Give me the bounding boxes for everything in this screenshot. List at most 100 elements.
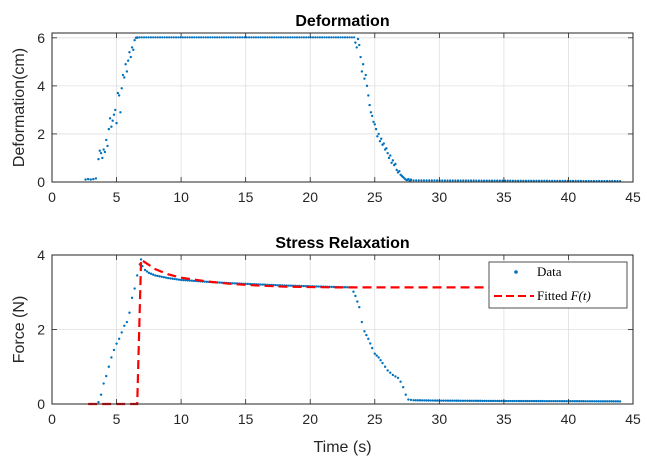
deformation-data-point [84, 178, 87, 181]
deformation-data-point [556, 179, 559, 182]
deformation-xtick-label: 0 [48, 189, 56, 205]
deformation-data-point [327, 36, 331, 39]
stress-data-point [474, 399, 478, 403]
stress-data-point [289, 284, 293, 287]
deformation-data-point [385, 147, 388, 150]
stress-data-point [554, 399, 557, 403]
legend: Data Fitted F(t) [488, 261, 628, 309]
stress-data-point [614, 400, 617, 403]
stress-data-point [425, 399, 428, 402]
stress-data-point [509, 399, 512, 403]
deformation-data-point [356, 37, 360, 41]
stress-data-point [612, 400, 615, 403]
deformation-data-point [177, 36, 180, 39]
stress-data-point [156, 274, 159, 278]
deformation-data-point [330, 36, 333, 39]
stress-data-point [147, 271, 151, 275]
legend-data-label: Data [537, 264, 562, 279]
deformation-data-point [97, 157, 100, 161]
stress-data-point [358, 305, 361, 309]
deformation-data-point [195, 36, 198, 39]
stress-data-point [522, 399, 525, 403]
stress-data-point [562, 399, 566, 403]
deformation-data-point [236, 36, 239, 39]
stress-data-point [120, 331, 123, 334]
deformation-data-point [527, 179, 530, 182]
deformation-data-point [302, 36, 305, 39]
stress-data-point [601, 400, 605, 403]
stress-data-point [315, 285, 318, 288]
deformation-data-point [245, 36, 248, 39]
stress-data-point [552, 399, 555, 403]
stress-data-point [444, 399, 447, 402]
stress-data-point [102, 382, 105, 385]
deformation-data-point [99, 151, 103, 155]
deformation-data-point [163, 36, 166, 39]
deformation-data-point [241, 36, 244, 39]
deformation-data-point [250, 36, 253, 39]
deformation-data-point [394, 162, 397, 166]
stress-data-point [550, 399, 553, 403]
stress-data-point [345, 286, 349, 289]
stress-data-point [429, 399, 432, 402]
deformation-data-point [420, 179, 423, 182]
deformation-data-point [152, 36, 155, 39]
deformation-data-point [569, 179, 572, 182]
deformation-data-point [592, 179, 596, 183]
deformation-xtick-label: 10 [173, 189, 189, 205]
stress-data-point [605, 400, 609, 403]
stress-data-point [483, 399, 486, 403]
stress-data-point [466, 399, 469, 403]
deformation-data-point [108, 117, 112, 120]
deformation-data-point [132, 48, 135, 52]
deformation-data-point [86, 177, 90, 181]
stress-data-point [220, 281, 224, 284]
deformation-data-point [590, 179, 593, 183]
stress-data-point [399, 380, 402, 383]
stress-data-point [386, 369, 389, 372]
deformation-data-point [488, 179, 491, 182]
deformation-data-point [238, 36, 242, 39]
stress-data-point [586, 400, 590, 403]
stress-data-point [504, 399, 508, 403]
deformation-ytick-label: 4 [37, 78, 45, 94]
deformation-data-point [441, 179, 444, 182]
stress-data-point [130, 296, 134, 300]
deformation-data-point [247, 36, 251, 39]
deformation-data-point [355, 46, 358, 49]
deformation-data-point [378, 139, 382, 143]
legend-fit-label-text: Fitted [537, 288, 571, 303]
stress-data-point [332, 285, 336, 289]
stress-data-point [409, 398, 413, 402]
stress-data-point [571, 400, 574, 403]
deformation-data-point [459, 179, 462, 182]
deformation-data-point [422, 179, 426, 182]
stress-data-point [248, 282, 252, 286]
deformation-data-point [101, 156, 104, 160]
stress-data-point [182, 278, 185, 282]
stress-data-point [418, 399, 422, 402]
deformation-xtick-label: 15 [238, 189, 254, 205]
deformation-data-point [339, 36, 342, 39]
stress-data-point [534, 399, 538, 403]
deformation-data-point [503, 179, 507, 182]
deformation-data-point [227, 36, 230, 39]
deformation-data-point [398, 169, 401, 173]
deformation-data-point [467, 179, 470, 182]
stress-data-point [457, 399, 460, 402]
legend-data-marker [514, 270, 518, 274]
stress-data-point [143, 268, 147, 272]
deformation-data-point [456, 179, 460, 182]
stress-data-point [261, 283, 265, 286]
deformation-data-point [348, 36, 351, 39]
stress-data-point [287, 284, 290, 287]
deformation-data-point [354, 41, 357, 44]
stress-data-point [476, 399, 480, 403]
deformation-data-point [464, 179, 467, 182]
deformation-data-point [252, 36, 255, 39]
deformation-data-point [390, 161, 393, 164]
deformation-data-point [540, 179, 543, 182]
stress-data-point [463, 399, 467, 402]
deformation-data-point [204, 36, 207, 39]
deformation-data-point [376, 135, 379, 138]
